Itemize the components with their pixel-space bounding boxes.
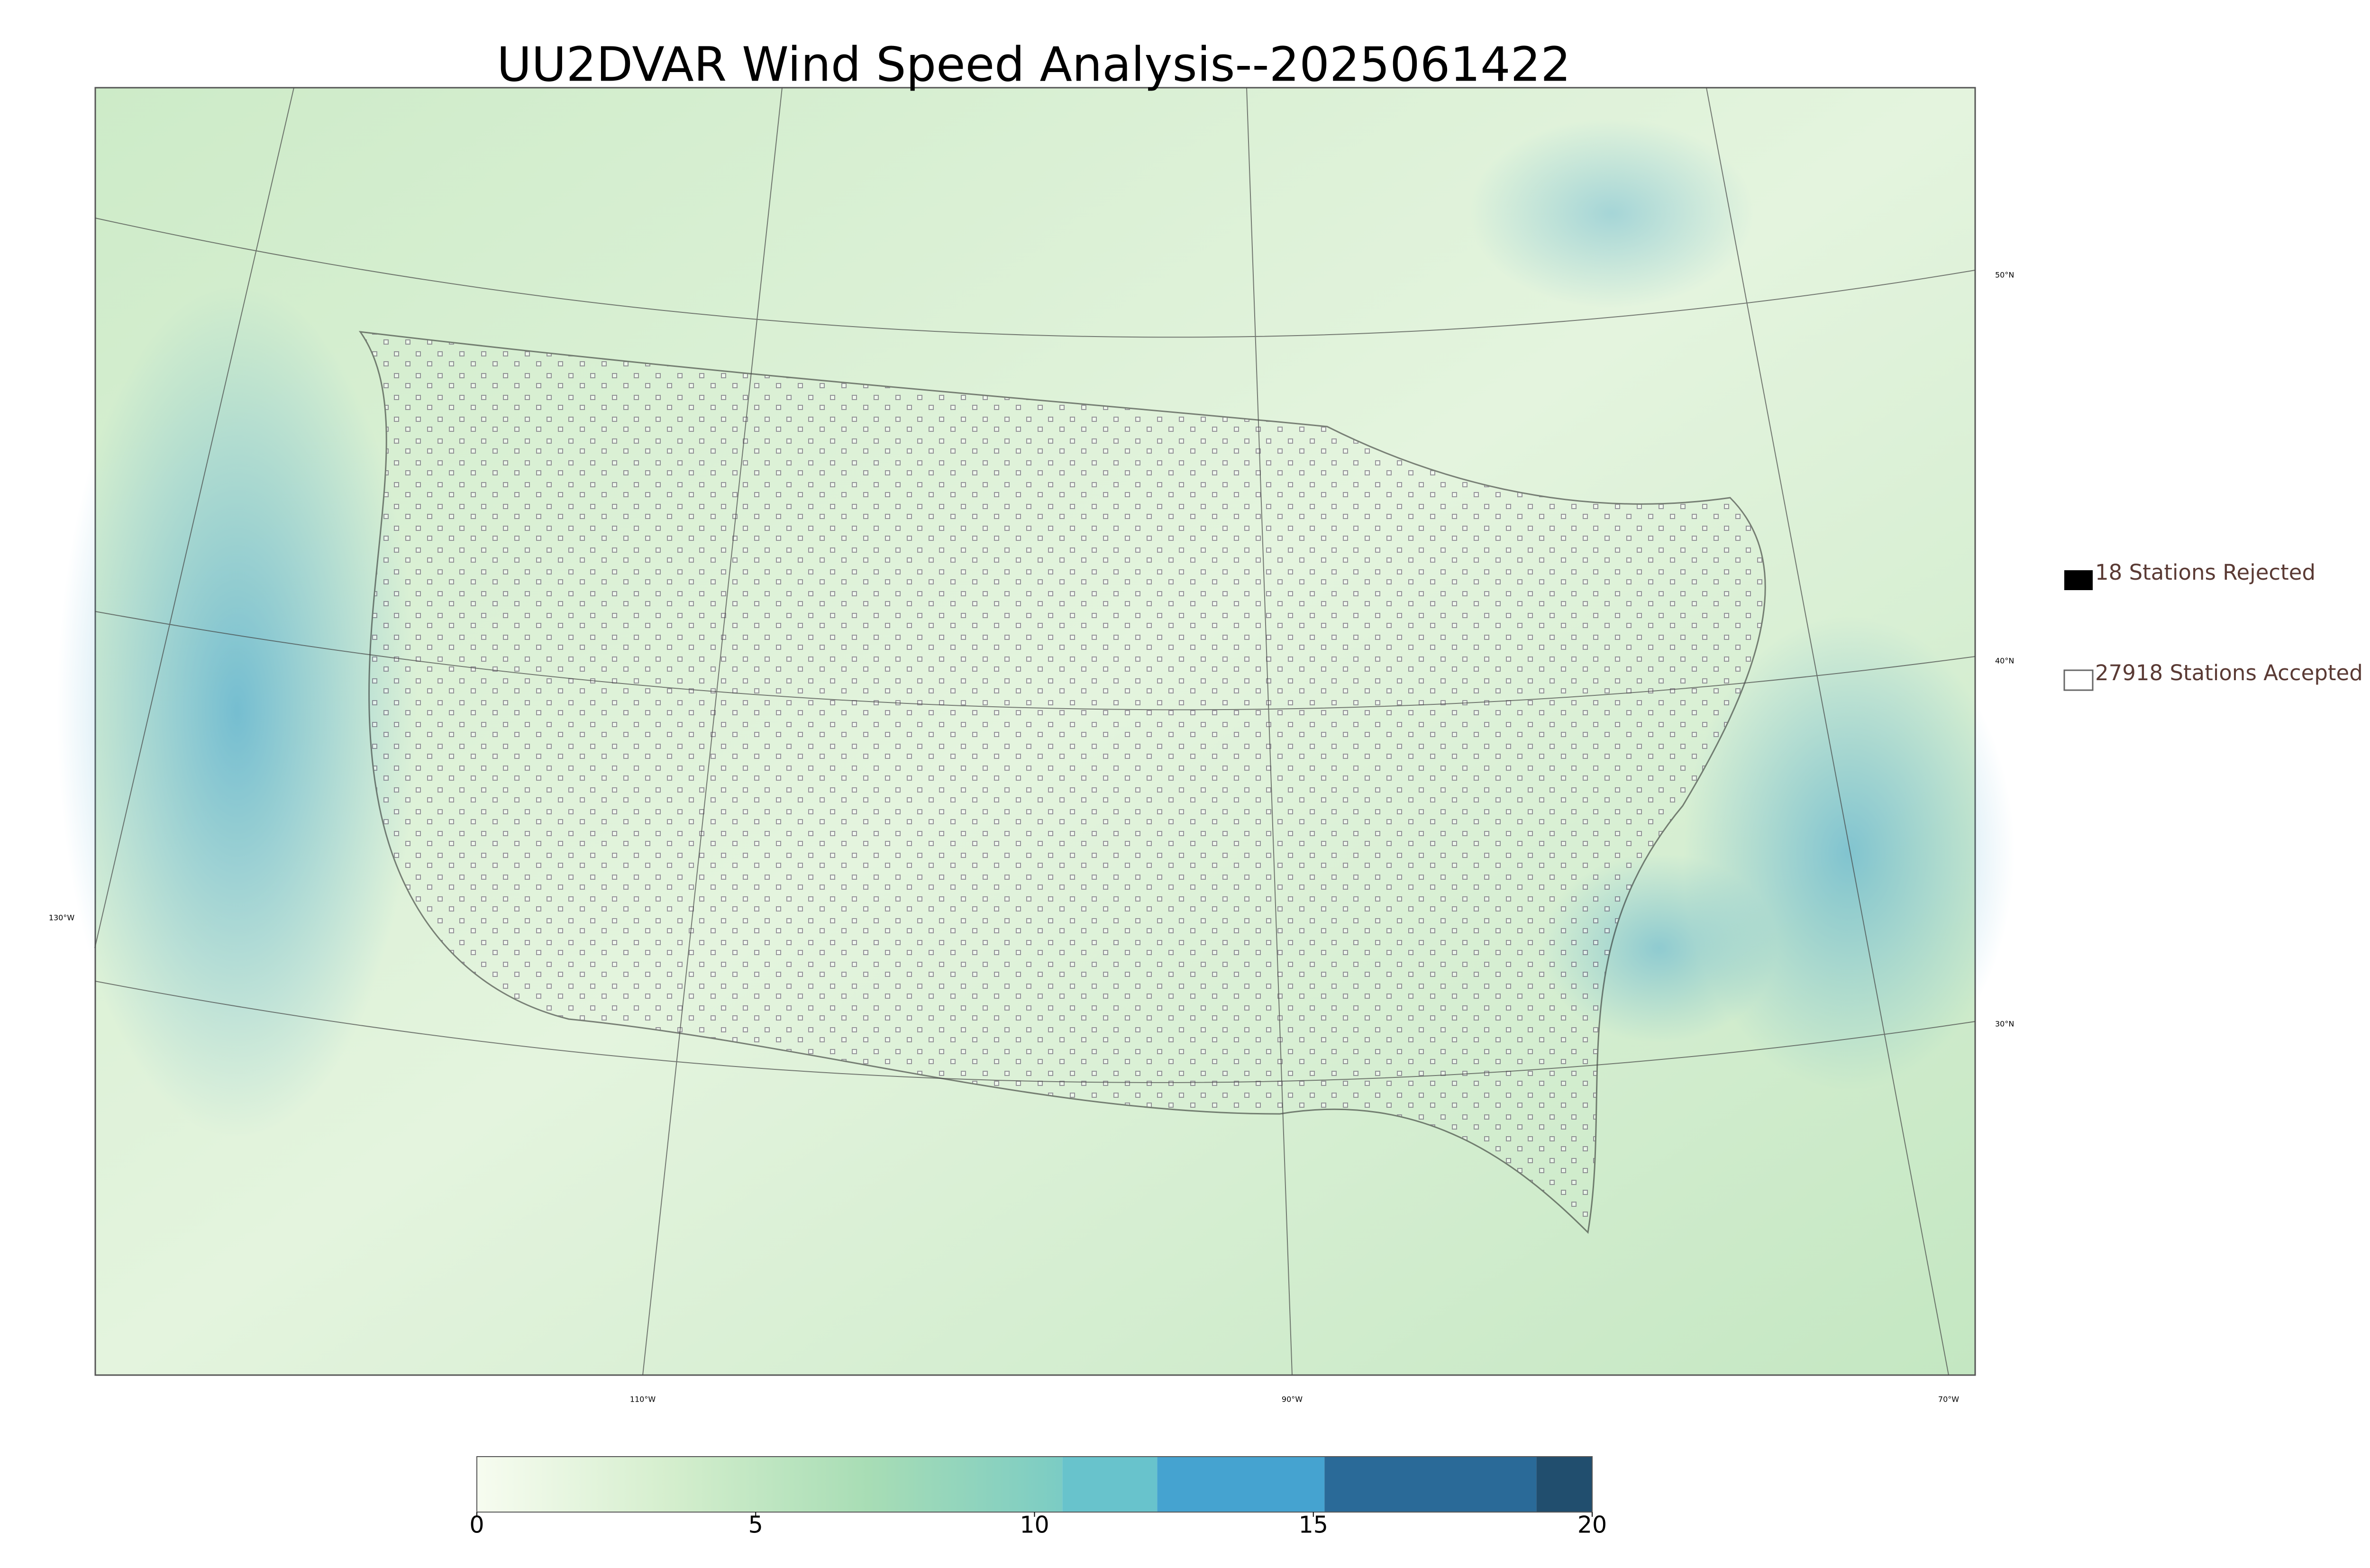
lon-label: 90°W [1282, 1395, 1303, 1404]
legend-rejected-swatch [2064, 570, 2093, 590]
lon-label: 70°W [1938, 1395, 1959, 1404]
legend-accepted-swatch [2063, 669, 2094, 691]
colorbar-tick-label: 20 [1577, 1512, 1607, 1539]
colorbar-band [1062, 1457, 1158, 1512]
ocean-wind [1469, 119, 1754, 308]
colorbar-tick-label: 15 [1299, 1512, 1328, 1539]
colorbar-band [1536, 1457, 1592, 1512]
title: UU2DVAR Wind Speed Analysis--2025061422 [497, 36, 1571, 92]
lat-label: 40°N [1995, 656, 2014, 665]
lat-label: 50°N [1995, 271, 2014, 280]
graticule [94, 87, 1976, 1376]
coordinate-labels: 50°N 40°N 30°N 130°W 110°W 90°W 70°W [49, 271, 2014, 1404]
legend: 18 Stations Rejected 27918 Stations Acce… [2063, 560, 2363, 691]
map [57, 87, 2014, 1376]
station-area [358, 331, 1766, 1234]
colorbar-band [1324, 1457, 1537, 1512]
legend-label: 27918 Stations Accepted [2095, 660, 2363, 685]
lon-label: 110°W [630, 1395, 656, 1404]
ocean-wind [57, 284, 417, 1138]
colorbar-tick-label: 5 [748, 1512, 763, 1539]
colorbar-tick-label: 0 [469, 1512, 484, 1539]
colorbar-band [1157, 1457, 1325, 1512]
legend-label: 18 Stations Rejected [2095, 560, 2315, 585]
colorbar-tick-label: 10 [1020, 1512, 1049, 1539]
lat-label: 30°N [1995, 1020, 2014, 1029]
lon-label: 130°W [49, 913, 75, 922]
colorbar-band [477, 1457, 1063, 1512]
colorbar: 0 5 10 15 20 [469, 1456, 1607, 1539]
